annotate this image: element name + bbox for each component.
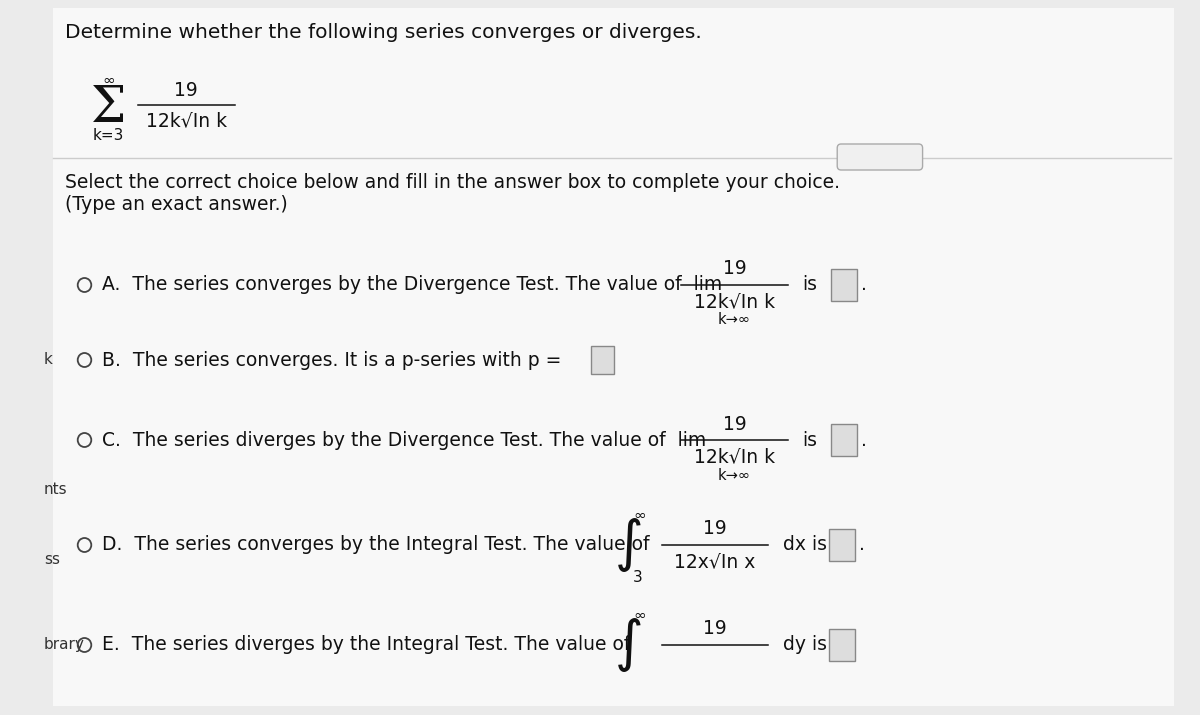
Text: is: is — [803, 275, 817, 295]
Text: dy is: dy is — [782, 636, 827, 654]
Text: Determine whether the following series converges or diverges.: Determine whether the following series c… — [65, 22, 702, 41]
Text: .: . — [860, 430, 866, 450]
Text: 19: 19 — [722, 260, 746, 279]
FancyBboxPatch shape — [838, 144, 923, 170]
FancyBboxPatch shape — [829, 529, 854, 561]
Text: Select the correct choice below and fill in the answer box to complete your choi: Select the correct choice below and fill… — [65, 174, 840, 192]
Text: k→∞: k→∞ — [718, 468, 751, 483]
Text: A.  The series converges by the Divergence Test. The value of  lim: A. The series converges by the Divergenc… — [102, 275, 722, 295]
Text: Σ: Σ — [91, 83, 126, 133]
Text: ss: ss — [43, 553, 60, 568]
Text: dx is: dx is — [782, 536, 827, 555]
Text: 3: 3 — [632, 570, 642, 584]
Text: 19: 19 — [703, 619, 727, 638]
FancyBboxPatch shape — [832, 269, 857, 301]
Text: k: k — [43, 352, 53, 368]
Text: is: is — [803, 430, 817, 450]
Text: $\int$: $\int$ — [614, 616, 642, 674]
FancyBboxPatch shape — [829, 629, 854, 661]
Text: 19: 19 — [703, 520, 727, 538]
Text: 12k√In k: 12k√In k — [145, 112, 227, 131]
Text: .....: ..... — [870, 150, 890, 164]
Text: ∞: ∞ — [632, 508, 646, 523]
Text: $\int$: $\int$ — [614, 516, 642, 574]
Text: k=3: k=3 — [94, 129, 125, 144]
Text: B.  The series converges. It is a p-series with p =: B. The series converges. It is a p-serie… — [102, 350, 562, 370]
Text: 12x√In x: 12x√In x — [674, 553, 756, 571]
Text: ∞: ∞ — [102, 72, 115, 87]
Text: .: . — [858, 536, 864, 555]
Text: 19: 19 — [722, 415, 746, 433]
FancyBboxPatch shape — [590, 346, 614, 374]
Text: nts: nts — [43, 483, 67, 498]
Text: k→∞: k→∞ — [718, 312, 751, 327]
Text: C.  The series diverges by the Divergence Test. The value of  lim: C. The series diverges by the Divergence… — [102, 430, 707, 450]
Text: .: . — [860, 275, 866, 295]
Text: brary: brary — [43, 638, 85, 653]
Text: ∞: ∞ — [632, 608, 646, 623]
Text: 12k√In k: 12k√In k — [694, 448, 775, 466]
FancyBboxPatch shape — [832, 424, 857, 456]
Text: 19: 19 — [174, 82, 198, 101]
FancyBboxPatch shape — [54, 8, 1174, 706]
Text: D.  The series converges by the Integral Test. The value of: D. The series converges by the Integral … — [102, 536, 649, 555]
Text: (Type an exact answer.): (Type an exact answer.) — [65, 195, 288, 214]
Text: E.  The series diverges by the Integral Test. The value of: E. The series diverges by the Integral T… — [102, 636, 630, 654]
Text: 12k√In k: 12k√In k — [694, 292, 775, 312]
